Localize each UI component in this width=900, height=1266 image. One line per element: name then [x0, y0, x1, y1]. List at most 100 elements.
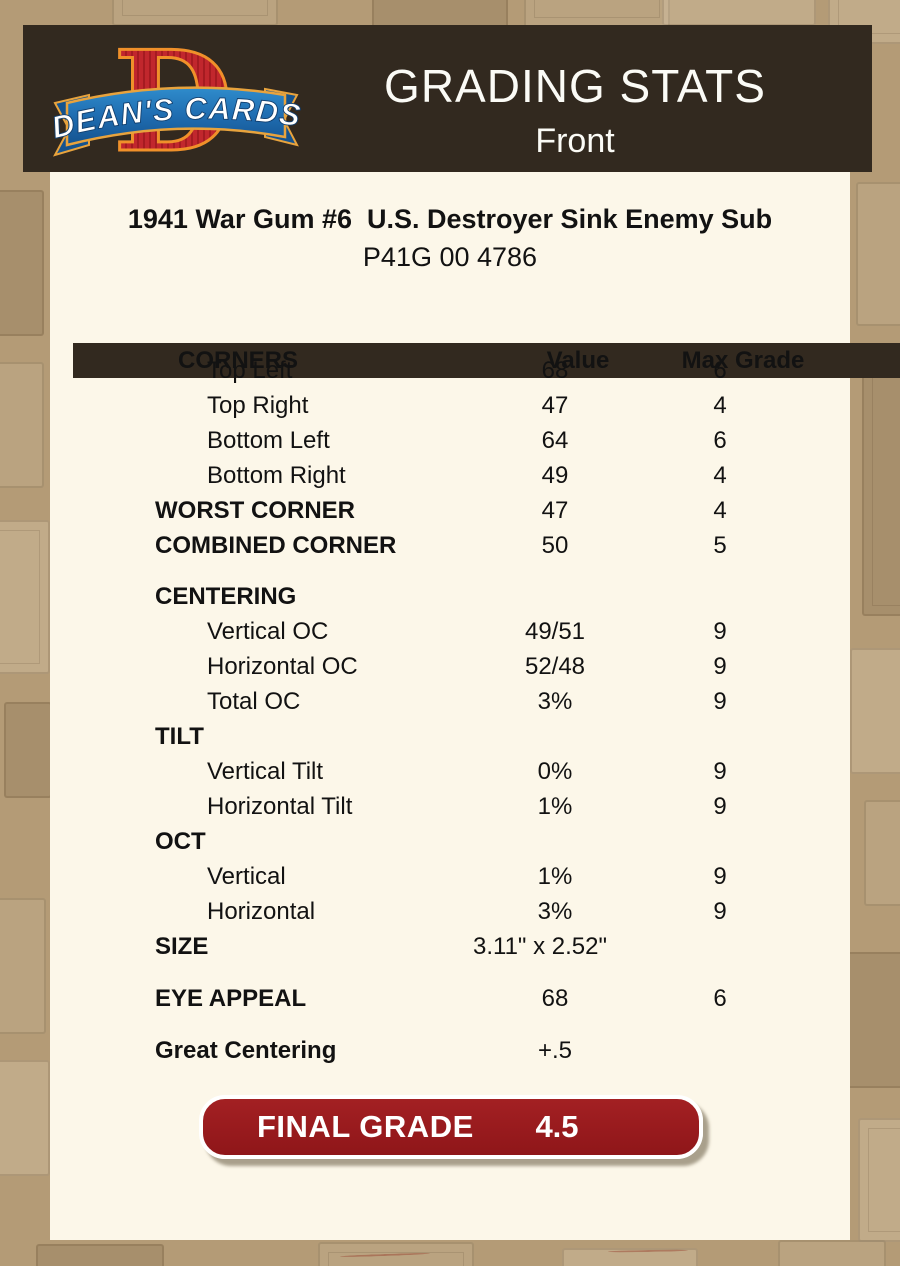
card-shape — [662, 0, 816, 26]
row-label: COMBINED CORNER — [155, 532, 397, 559]
page-title: GRADING STATS — [384, 60, 766, 112]
row-value: 49 — [541, 462, 569, 489]
table-header-row: CORNERS Value Max Grade — [73, 343, 900, 378]
content-panel: 1941 War Gum #6 U.S. Destroyer Sink Enem… — [50, 172, 900, 1240]
row-value: 52/48 — [524, 653, 586, 680]
table-row: Horizontal Tilt 1% 9 — [50, 789, 850, 824]
row-value: 47 — [541, 392, 569, 419]
table-row: Vertical Tilt 0% 9 — [50, 754, 850, 789]
card-shape — [846, 952, 900, 1088]
row-max-grade: 4 — [713, 462, 727, 489]
row-max-grade: 9 — [713, 688, 727, 715]
table-row: OCT — [50, 824, 850, 859]
row-label: Horizontal — [207, 898, 316, 925]
row-value: +.5 — [537, 1037, 573, 1064]
row-label: Top Left — [207, 357, 293, 384]
row-label: OCT — [155, 828, 206, 855]
column-header-max-grade: Max Grade — [681, 347, 805, 374]
card-serial: P41G 00 4786 — [362, 242, 538, 272]
row-value: 1% — [537, 863, 573, 890]
card-shape — [524, 0, 670, 28]
row-label: Bottom Left — [207, 427, 330, 454]
row-label: Horizontal Tilt — [207, 793, 353, 820]
row-value: 1% — [537, 793, 573, 820]
row-max-grade: 9 — [713, 618, 727, 645]
row-label: WORST CORNER — [155, 497, 355, 524]
table-row: Horizontal OC 52/48 9 — [50, 649, 850, 684]
row-label: CENTERING — [155, 583, 297, 610]
card-shape — [36, 1244, 164, 1266]
card-shape — [318, 1242, 474, 1266]
card-shape — [112, 0, 278, 26]
card-shape — [4, 702, 52, 798]
card-shape — [862, 350, 900, 616]
column-header-label: CORNERS — [178, 347, 299, 374]
row-label: Top Right — [207, 392, 309, 419]
row-value: 64 — [541, 427, 569, 454]
final-grade-label: FINAL GRADE — [257, 1109, 474, 1144]
row-max-grade: 4 — [713, 497, 727, 524]
card-shape — [0, 898, 46, 1034]
card-shape — [0, 520, 50, 674]
row-label: Bottom Right — [207, 462, 346, 489]
row-label: Vertical Tilt — [207, 758, 324, 785]
row-max-grade: 9 — [713, 758, 727, 785]
row-value: 0% — [537, 758, 573, 785]
card-shape — [858, 1118, 900, 1242]
table-row: TILT — [50, 719, 850, 754]
row-max-grade: 9 — [713, 653, 727, 680]
card-shape — [372, 0, 508, 28]
card-shape — [864, 800, 900, 906]
table-gap — [50, 563, 850, 579]
row-max-grade: 6 — [713, 427, 727, 454]
table-gap — [50, 964, 850, 981]
row-label: Vertical — [207, 863, 286, 890]
row-value: 50 — [541, 532, 569, 559]
row-max-grade: 6 — [713, 357, 727, 384]
row-label: Total OC — [207, 688, 301, 715]
grading-table: CORNERS Value Max Grade Top Left 68 6 Top Righ… — [50, 318, 900, 1068]
card-shape — [778, 1240, 886, 1266]
card-shape — [856, 182, 900, 326]
card-shape — [850, 648, 900, 774]
row-label: Great Centering — [155, 1037, 337, 1064]
row-max-grade: 9 — [713, 793, 727, 820]
card-shape — [0, 362, 44, 488]
table-row: COMBINED CORNER 50 5 — [50, 528, 850, 563]
deans-cards-logo[interactable]: D DEAN'S CARDS — [51, 33, 301, 168]
header-bar: D DEAN'S CARDS GRADING STATS Front — [23, 25, 872, 172]
final-grade-value: 4.5 — [535, 1109, 579, 1144]
row-value: 3% — [537, 688, 573, 715]
table-row: WORST CORNER 47 4 — [50, 493, 850, 528]
table-row: Horizontal 3% 9 — [50, 894, 850, 929]
row-label: Horizontal OC — [207, 653, 358, 680]
page-subtitle: Front — [535, 121, 615, 160]
table-row: Bottom Right 49 4 — [50, 458, 850, 493]
row-value: 68 — [541, 357, 569, 384]
table-row: Vertical 1% 9 — [50, 859, 850, 894]
row-label: TILT — [155, 723, 204, 750]
column-header-value: Value — [546, 347, 610, 374]
table-row: Top Right 47 4 — [50, 388, 850, 423]
row-max-grade: 5 — [713, 532, 727, 559]
row-label: Vertical OC — [207, 618, 329, 645]
table-gap — [50, 1016, 850, 1033]
row-label: EYE APPEAL — [155, 985, 307, 1012]
table-row: Top Left 68 6 — [50, 353, 850, 388]
table-row: CENTERING — [50, 579, 850, 614]
row-max-grade: 6 — [713, 985, 727, 1012]
table-row: Vertical OC 49/51 9 — [50, 614, 850, 649]
card-shape — [562, 1248, 698, 1266]
row-max-grade: 4 — [713, 392, 727, 419]
row-max-grade: 9 — [713, 863, 727, 890]
card-name: 1941 War Gum #6 U.S. Destroyer Sink Enem… — [127, 204, 773, 234]
final-grade-badge: FINAL GRADE 4.5 — [199, 1095, 703, 1159]
row-label: SIZE — [155, 933, 209, 960]
card-shape — [0, 1060, 50, 1176]
table-row: Great Centering +.5 — [50, 1033, 850, 1068]
row-value: 3% — [537, 898, 573, 925]
table-row: Bottom Left 64 6 — [50, 423, 850, 458]
table-row: SIZE 3.11" x 2.52" — [50, 929, 850, 964]
table-row: Total OC 3% 9 — [50, 684, 850, 719]
